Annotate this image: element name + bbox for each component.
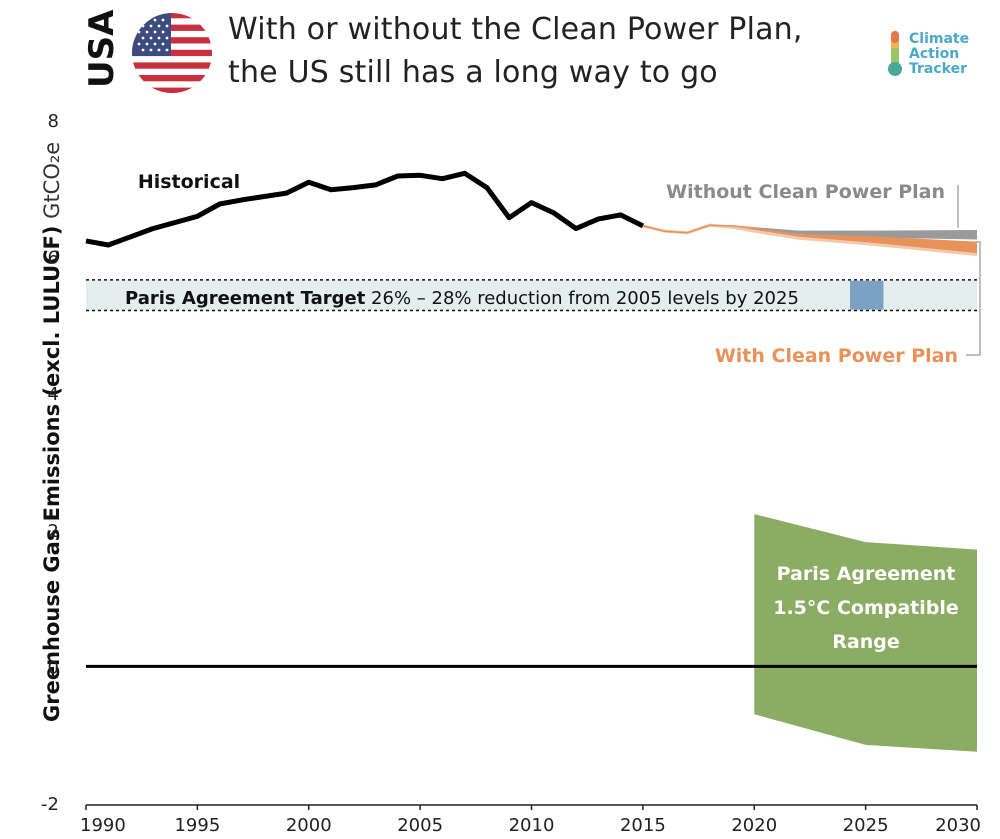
- historical-line: [85, 170, 645, 248]
- x-tick-label: 2000: [286, 815, 332, 836]
- chart-title-line-2: the US still has a long way to go: [228, 55, 718, 90]
- x-tick-label: 2030: [935, 815, 981, 836]
- without-cpp-band: [642, 225, 977, 240]
- paris-range-label: 1.5°C Compatible: [773, 597, 959, 619]
- chart-title-line-1: With or without the Clean Power Plan,: [228, 12, 803, 47]
- paris-target-band: [86, 279, 977, 311]
- thermometer-icon: [888, 31, 902, 76]
- x-tick-label: 1990: [80, 815, 126, 836]
- with-cpp-leader-line: [966, 241, 981, 356]
- x-tick-label: 2005: [397, 815, 443, 836]
- y-tick-label: 8: [48, 111, 59, 132]
- paris-target-label-bold: Paris Agreement Target: [125, 288, 366, 309]
- logo-text-action: Action: [909, 46, 960, 62]
- y-tick-label: 2: [48, 521, 59, 542]
- paris-target-2025-box: [850, 280, 884, 310]
- y-tick-label: 4: [48, 384, 59, 405]
- usa-flag-icon: [132, 13, 212, 93]
- y-tick-label: 0: [48, 657, 59, 678]
- x-tick-label: 2015: [620, 815, 666, 836]
- paris-range-label: Paris Agreement: [777, 563, 956, 585]
- paris-target-label: Paris Agreement Target 26% – 28% reducti…: [125, 288, 799, 309]
- climate-action-tracker-logo: Climate Action Tracker: [885, 30, 995, 80]
- historical-label: Historical: [138, 171, 240, 193]
- without-cpp-label: Without Clean Power Plan: [666, 181, 945, 203]
- paris-target-label-text: 26% – 28% reduction from 2005 levels by …: [365, 288, 799, 309]
- y-tick-label: 6: [48, 248, 59, 269]
- x-tick-label: 2010: [509, 815, 555, 836]
- x-tick-label: 1995: [174, 815, 220, 836]
- paris-range-label: Range: [832, 631, 899, 653]
- with-cpp-band: [642, 225, 977, 255]
- x-tick-label: 2020: [731, 815, 777, 836]
- y-tick-label: -2: [41, 794, 59, 815]
- with-cpp-label: With Clean Power Plan: [715, 345, 958, 367]
- logo-text-climate: Climate: [909, 31, 970, 47]
- logo-text-tracker: Tracker: [909, 61, 967, 77]
- paris-1-5c-range-area: [754, 514, 977, 752]
- projection-line: [642, 224, 755, 234]
- x-tick-label: 2025: [843, 815, 889, 836]
